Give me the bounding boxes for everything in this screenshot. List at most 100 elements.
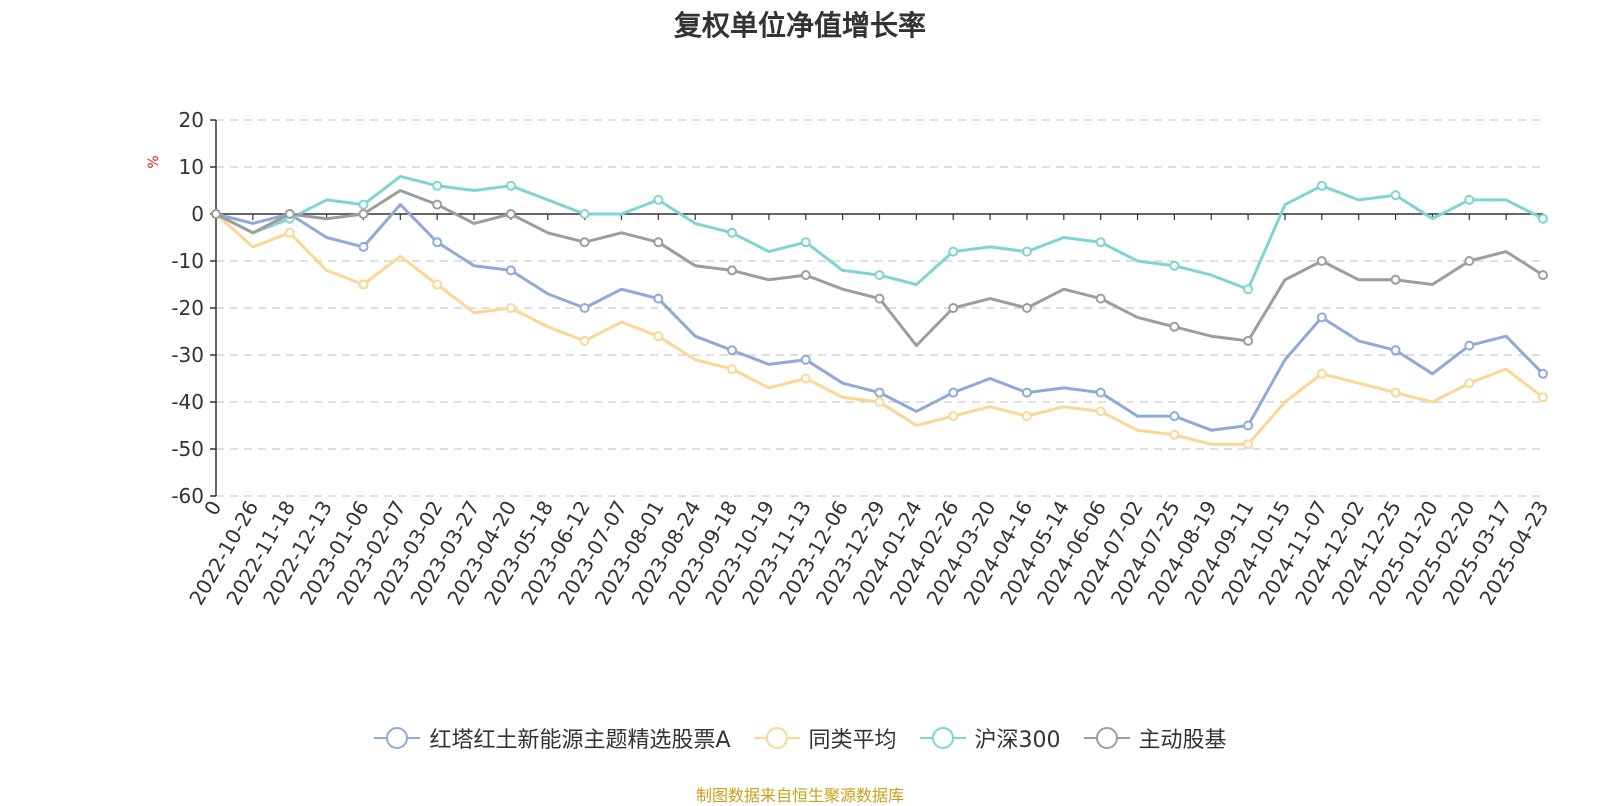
data-point xyxy=(727,364,738,375)
data-point xyxy=(284,227,295,238)
data-point xyxy=(432,279,443,290)
data-point xyxy=(579,303,590,313)
y-tick-label: -50 xyxy=(171,437,204,461)
data-point xyxy=(1021,411,1032,422)
data-point xyxy=(1390,345,1401,356)
data-point xyxy=(1243,439,1254,450)
data-point xyxy=(1021,387,1032,398)
y-tick-labels: 20 10 0 -10 -20 -30 -40 -50 -60 xyxy=(171,108,204,508)
data-point xyxy=(1390,274,1401,285)
data-point xyxy=(1538,213,1548,224)
y-tick-label: -40 xyxy=(171,390,204,414)
data-point xyxy=(800,237,811,248)
y-tick-label: 20 xyxy=(179,108,204,132)
data-point xyxy=(874,387,885,398)
data-point xyxy=(358,199,369,210)
x-tick-label: 0 xyxy=(199,497,226,520)
series-line xyxy=(214,212,1545,446)
legend-line-circle-icon xyxy=(753,727,800,749)
chart-legend: 红塔红土新能源主题精选股票A 同类平均 沪深300 主动股基 xyxy=(0,722,1600,754)
legend-label: 沪深300 xyxy=(974,728,1061,753)
data-point xyxy=(432,199,443,210)
data-point xyxy=(1095,293,1106,304)
legend-item[interactable]: 红塔红土新能源主题精选股票A xyxy=(373,722,731,754)
data-point xyxy=(505,303,516,313)
data-point xyxy=(948,387,959,398)
data-point xyxy=(358,241,369,252)
legend-label: 主动股基 xyxy=(1138,728,1227,753)
data-point xyxy=(1538,392,1548,403)
data-point xyxy=(948,246,959,257)
x-tick-labels: 02022-10-262022-11-182022-12-132023-01-0… xyxy=(184,496,1553,609)
data-point xyxy=(1095,237,1106,248)
legend-item[interactable]: 沪深300 xyxy=(919,722,1061,754)
data-point xyxy=(800,354,811,365)
data-point xyxy=(800,373,811,384)
y-tick-label: -30 xyxy=(171,343,204,367)
legend-item[interactable]: 同类平均 xyxy=(753,722,897,754)
data-point xyxy=(727,345,738,356)
data-point xyxy=(727,227,738,238)
data-point xyxy=(1464,340,1475,351)
data-point xyxy=(1538,270,1548,281)
legend-item[interactable]: 主动股基 xyxy=(1083,722,1227,754)
data-point xyxy=(653,237,664,248)
y-tick-label: 10 xyxy=(179,155,204,179)
data-point xyxy=(1021,246,1032,257)
data-point xyxy=(727,265,738,276)
data-point xyxy=(579,209,590,219)
data-point xyxy=(1316,180,1327,191)
data-point xyxy=(1538,368,1548,379)
data-point xyxy=(1243,335,1254,346)
data-point xyxy=(432,180,443,191)
data-point xyxy=(211,209,221,219)
legend-line-circle-icon xyxy=(374,727,421,749)
data-point xyxy=(653,194,664,205)
data-source-note: 制图数据来自恒生聚源数据库 xyxy=(695,786,904,805)
data-point xyxy=(432,237,443,248)
data-point xyxy=(1390,387,1401,398)
data-point xyxy=(1095,387,1106,398)
data-point xyxy=(948,303,959,313)
data-point xyxy=(579,335,590,346)
data-point xyxy=(1243,420,1254,431)
series-lines xyxy=(211,174,1548,450)
data-point xyxy=(874,397,885,407)
data-point xyxy=(1464,194,1475,205)
data-point xyxy=(1021,303,1032,313)
legend-line-circle-icon xyxy=(919,727,966,749)
data-point xyxy=(505,180,516,191)
y-tick-label: -20 xyxy=(171,296,204,320)
data-point xyxy=(1169,411,1180,422)
legend-label: 同类平均 xyxy=(808,728,897,753)
data-point xyxy=(874,293,885,304)
data-point xyxy=(1095,406,1106,417)
data-point xyxy=(358,279,369,290)
axes xyxy=(210,119,1544,497)
data-point xyxy=(874,270,885,281)
data-point xyxy=(1390,190,1401,201)
data-point xyxy=(653,293,664,304)
data-point xyxy=(1316,256,1327,266)
legend-label: 红塔红土新能源主题精选股票A xyxy=(429,728,731,753)
y-tick-label: -60 xyxy=(171,484,204,508)
data-point xyxy=(358,209,369,219)
data-point xyxy=(1169,260,1180,271)
data-point xyxy=(579,237,590,248)
data-point xyxy=(1169,321,1180,332)
y-tick-label: 0 xyxy=(191,202,204,226)
data-point xyxy=(1316,312,1327,323)
data-point xyxy=(1243,284,1254,295)
data-point xyxy=(1169,429,1180,440)
data-point xyxy=(1464,378,1475,389)
legend-line-circle-icon xyxy=(1083,727,1130,749)
data-point xyxy=(653,331,664,342)
y-axis-unit-label: % xyxy=(146,155,162,168)
data-point xyxy=(284,209,295,219)
chart-title: 复权单位净值增长率 xyxy=(673,9,926,42)
data-point xyxy=(1316,368,1327,379)
data-point xyxy=(505,209,516,219)
data-point xyxy=(800,270,811,281)
data-point xyxy=(948,411,959,422)
